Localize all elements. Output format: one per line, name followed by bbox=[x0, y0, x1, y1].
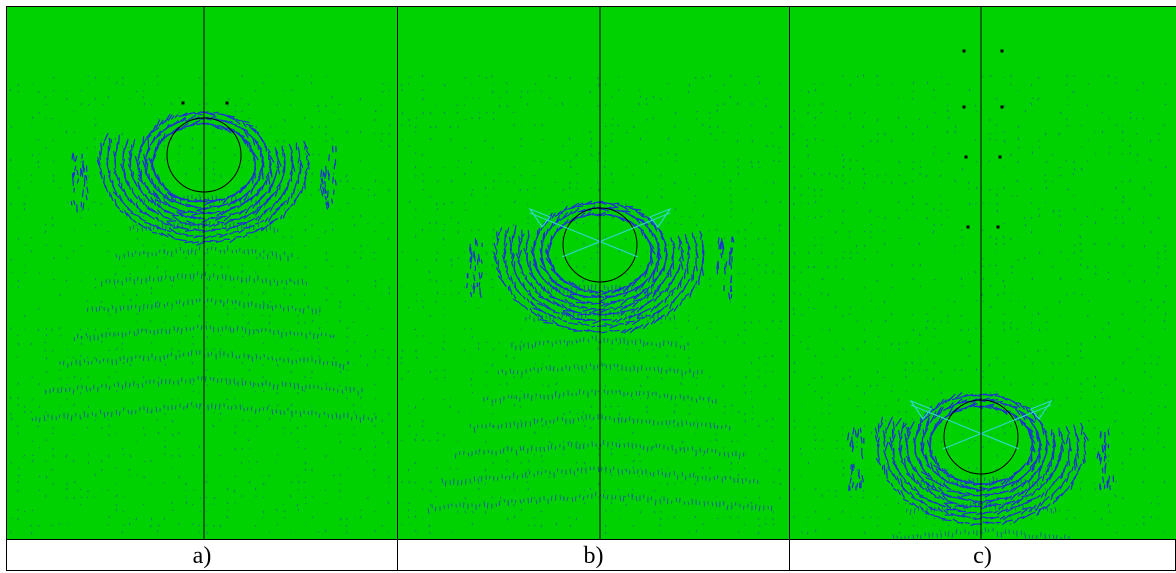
figure-table: a) b) c) bbox=[6, 6, 1176, 571]
caption-row: a) b) c) bbox=[7, 539, 1176, 571]
panel-b-flow-field bbox=[398, 7, 790, 539]
caption-c: c) bbox=[790, 540, 1176, 571]
field-background bbox=[7, 7, 397, 539]
caption-b: b) bbox=[398, 540, 790, 571]
caption-a: a) bbox=[7, 540, 398, 571]
panel-b-vector-plot bbox=[398, 7, 789, 539]
panel-a-flow-field bbox=[7, 7, 398, 539]
panel-c-vector-plot bbox=[790, 7, 1176, 539]
field-background bbox=[398, 7, 789, 539]
field-background bbox=[790, 7, 1176, 539]
panel-c-flow-field bbox=[790, 7, 1176, 539]
panel-a-vector-plot bbox=[7, 7, 397, 539]
